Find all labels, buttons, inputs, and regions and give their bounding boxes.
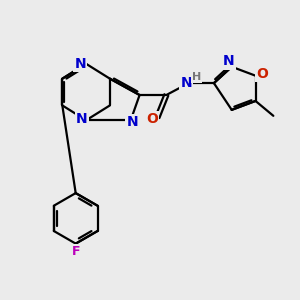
Text: N: N [126,115,138,129]
Text: O: O [256,67,268,81]
Text: H: H [192,72,202,82]
Text: N: N [74,57,86,71]
Text: N: N [223,54,235,68]
Text: N: N [180,76,192,90]
Text: N: N [76,112,88,126]
Text: O: O [146,112,158,126]
Text: F: F [71,244,80,258]
